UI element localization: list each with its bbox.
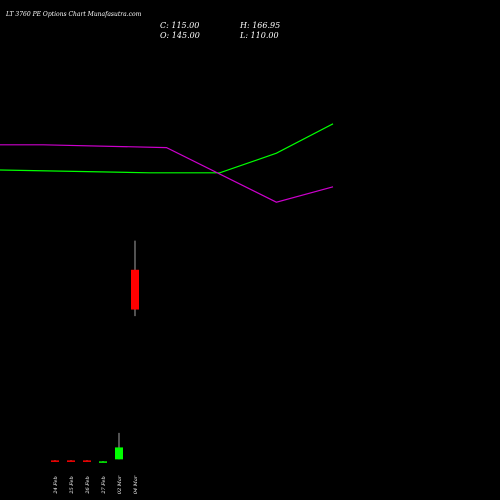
magenta-indicator-line (0, 144, 334, 203)
open-price-label: O: 145.00 (160, 31, 200, 40)
candle-body (99, 461, 107, 463)
candle-02-mar (115, 432, 123, 460)
candle-body (131, 269, 139, 310)
x-axis-ticks: 24 Feb 25 Feb 26 Feb 27 Feb 02 Mar 04 Mar (53, 475, 139, 494)
candle-27-feb (99, 461, 107, 463)
x-tick-label: 24 Feb (53, 476, 59, 494)
x-tick-label: 04 Mar (133, 475, 139, 494)
candle-26-feb (83, 460, 91, 462)
candle-body (67, 460, 75, 462)
low-price-label: L: 110.00 (239, 31, 279, 40)
candlesticks (51, 240, 139, 463)
candle-body (83, 460, 91, 462)
candle-04-mar (131, 240, 139, 317)
candle-body (115, 447, 123, 460)
x-tick-label: 02 Mar (117, 475, 123, 494)
green-indicator-line (0, 123, 334, 174)
candle-24-feb (51, 460, 59, 462)
x-tick-label: 26 Feb (85, 476, 91, 494)
candle-25-feb (67, 460, 75, 462)
close-price-label: C: 115.00 (160, 21, 199, 30)
chart-title: LT 3760 PE Options Chart Munafasutra.com (5, 11, 142, 18)
x-tick-label: 27 Feb (101, 476, 107, 494)
high-price-label: H: 166.95 (239, 21, 280, 30)
x-tick-label: 25 Feb (69, 476, 75, 494)
indicator-lines (0, 123, 334, 203)
candle-body (51, 460, 59, 462)
